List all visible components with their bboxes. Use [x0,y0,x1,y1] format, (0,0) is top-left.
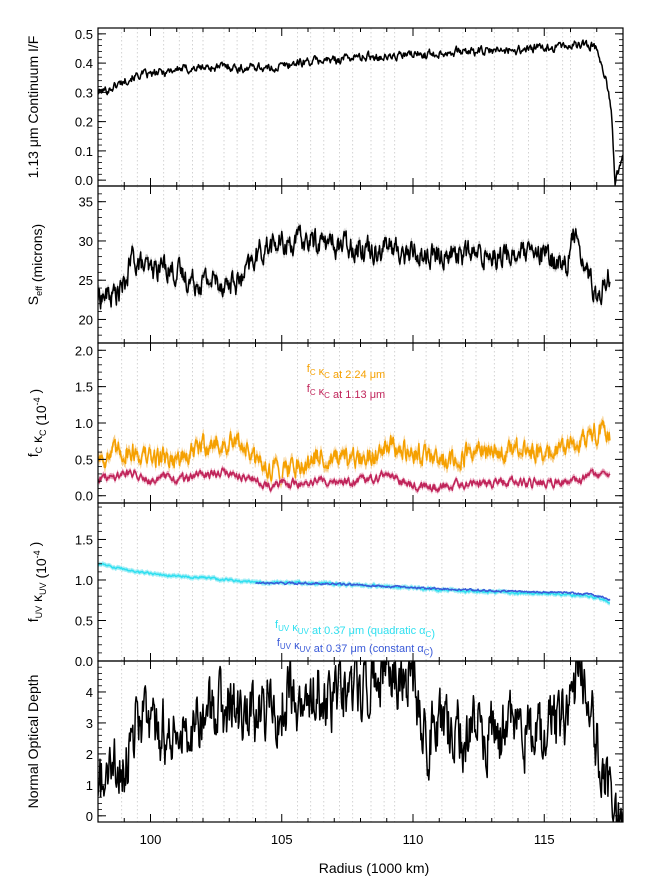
y-axis-label: fC κC (10-4 ) [25,389,49,457]
series-1-line [98,661,623,822]
x-tick-label: 100 [140,832,162,847]
y-tick-label: 0.0 [75,173,93,188]
panel-4: 0.0 0.5 1.0 1.5 fUV κUV (10-4 ) fUV κUV at 0.… [25,502,624,669]
y-tick-label: 4 [86,685,93,700]
series-1-uncertainty-band [98,561,610,606]
x-tick-label: 115 [534,832,555,847]
legend-entry-2: fUV κUV at 0.37 μm (constant αC) [277,637,433,658]
series-1-line [98,419,611,485]
y-tick-label: 20 [79,312,93,327]
y-tick-label: 1.5 [75,532,93,547]
y-axis-label: Seff (microns) [25,224,45,305]
legend-entry-1: fUV κUV at 0.37 μm (quadratic αC) [275,619,435,640]
y-tick-label: 0.5 [75,452,93,467]
y-tick-label: 0 [86,809,93,824]
panel-frame [97,185,624,344]
y-tick-label: 1.0 [75,416,93,431]
y-tick-label: 0.3 [75,85,93,100]
y-tick-label: 0.4 [75,56,93,71]
y-tick-label: 1.0 [75,573,93,588]
y-tick-label: 3 [86,716,93,731]
y-tick-label: 2 [86,747,93,762]
y-tick-label: 0.0 [75,654,93,669]
y-axis-label: fUV κUV (10-4 ) [25,542,49,623]
x-tick-label: 110 [403,832,424,847]
series-1-uncertainty-band [98,221,610,313]
y-tick-label: 0.1 [75,144,93,159]
y-tick-label: 0.5 [75,613,93,628]
series-1-line [98,224,611,310]
panel-1: 0.0 0.1 0.2 0.3 0.4 0.5 1.13 μm Continuum I/F [25,27,624,188]
y-tick-label: 1 [86,778,93,793]
panel-5: 0 1 2 3 4 Normal Optical Depth [25,660,624,824]
y-tick-label: 0.2 [75,115,93,130]
panel-3: 0.0 0.5 1.0 1.5 2.0 fC κC (10-4 ) fC κC at 2.2… [25,342,624,504]
y-tick-label: 2.0 [75,343,93,358]
y-tick-label: 35 [79,195,93,210]
series-1-line [98,39,623,186]
series-2-line [98,467,611,493]
y-tick-label: 25 [79,273,93,288]
legend-entry-2: fC κC at 1.13 μm [307,383,385,401]
y-axis-label: Normal Optical Depth [25,675,41,809]
x-tick-label: 105 [271,832,293,847]
y-tick-label: 0.5 [75,27,93,42]
series-2-line [255,581,611,601]
x-axis-label: Radius (1000 km) [319,860,430,876]
y-tick-label: 30 [79,234,93,249]
legend-entry-1: fC κC at 2.24 μm [307,363,385,381]
y-tick-label: 0.0 [75,489,93,504]
y-tick-label: 1.5 [75,380,93,395]
y-axis-label: 1.13 μm Continuum I/F [25,36,41,179]
panel-2: 20 25 30 35 Seff (microns) [25,185,624,344]
panel-frame [97,502,624,662]
